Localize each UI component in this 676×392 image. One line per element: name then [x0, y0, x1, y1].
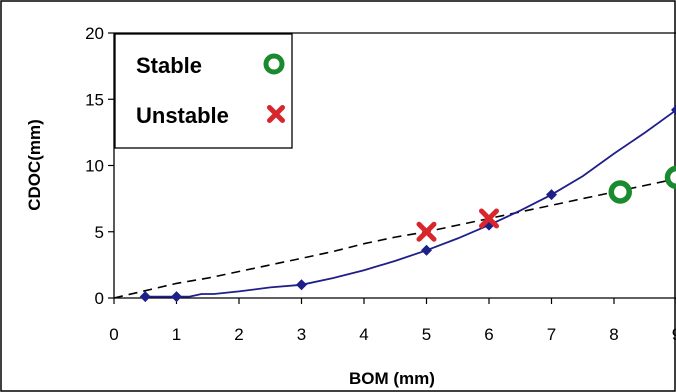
diamond-marker	[171, 291, 182, 303]
unstable-x-marker	[479, 208, 499, 229]
x-tick-label: 4	[359, 325, 368, 344]
legend-stable-circle-icon	[263, 53, 285, 75]
x-axis-label: BOM (mm)	[349, 369, 435, 388]
x-tick-label: 7	[547, 325, 556, 344]
x-tick-label: 0	[109, 325, 118, 344]
y-tick-label: 10	[85, 157, 104, 176]
x-marker-stroke	[416, 221, 437, 242]
x-tick-label: 8	[609, 325, 618, 344]
y-tick-label: 0	[95, 289, 104, 308]
solid-series-line	[145, 109, 676, 298]
diamond-marker	[546, 189, 557, 201]
legend-label-unstable: Unstable	[136, 103, 229, 128]
stable-circle-marker	[608, 180, 632, 204]
diamond-marker	[139, 291, 151, 303]
diamond-marker	[421, 244, 432, 256]
unstable-x-marker	[416, 221, 437, 242]
x-tick-label: 9	[672, 325, 676, 344]
legend: Stable Unstable	[114, 33, 293, 149]
legend-unstable-x-icon	[267, 105, 285, 123]
stable-circle-marker	[664, 165, 676, 190]
series-group	[113, 104, 676, 303]
diamond-marker	[296, 279, 307, 291]
x-tick-label: 6	[484, 325, 493, 344]
x-tick-label: 1	[172, 325, 181, 344]
dashed-trend-line	[113, 178, 676, 299]
y-tick-label: 5	[95, 223, 104, 242]
x-marker-stroke	[267, 105, 285, 123]
plot-area: 0 5 10 15 20 0 1 2 3 4 5 6 7 8 9	[85, 24, 676, 344]
x-tick-label: 5	[422, 325, 431, 344]
legend-unstable-x	[267, 105, 285, 123]
x-tick-label: 3	[297, 325, 306, 344]
legend-stable-circle	[263, 53, 285, 75]
y-axis-label: CDOC(mm)	[25, 119, 44, 211]
x-marker-stroke	[479, 208, 499, 229]
legend-box	[114, 33, 293, 149]
diamond-marker	[671, 104, 676, 115]
x-tick-label: 2	[234, 325, 243, 344]
legend-label-stable: Stable	[136, 53, 202, 78]
y-tick-label: 15	[85, 90, 104, 109]
y-tick-label: 20	[85, 24, 104, 43]
